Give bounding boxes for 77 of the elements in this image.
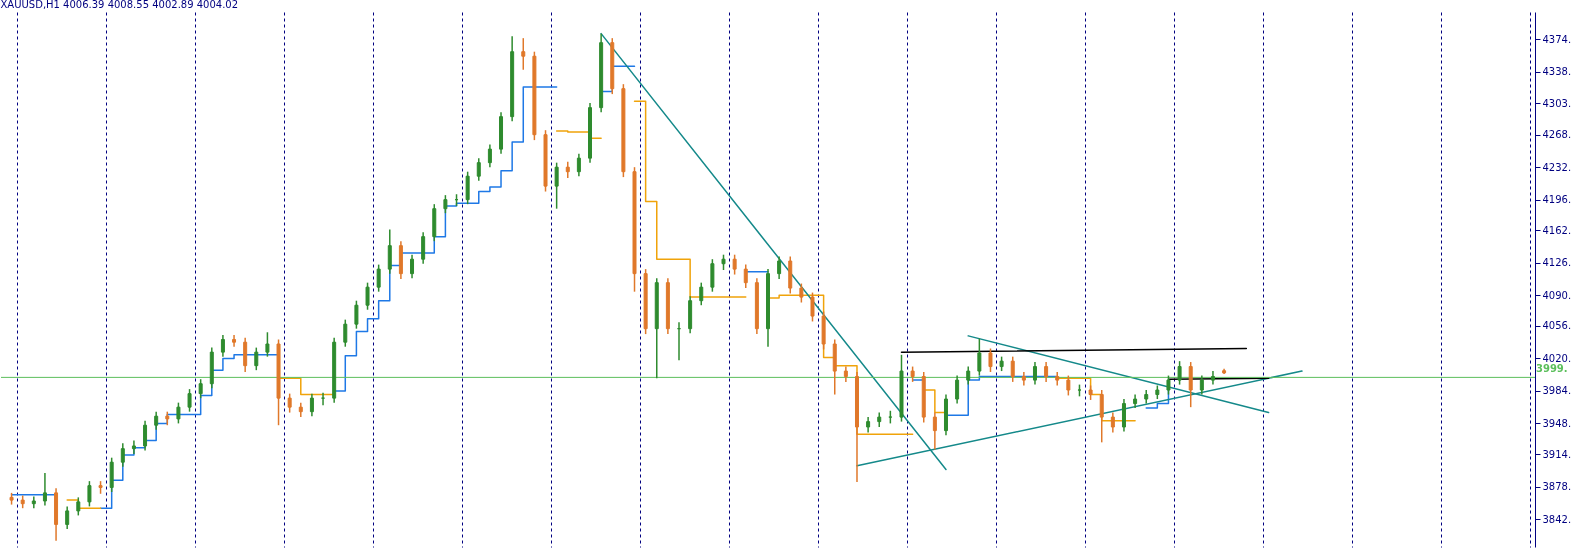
candlestick <box>1066 374 1071 397</box>
candlestick <box>176 401 181 425</box>
candlestick <box>1188 361 1193 408</box>
candlestick <box>977 337 982 377</box>
candlestick <box>955 374 960 405</box>
ref-line-label: 3999. <box>1536 363 1568 375</box>
candlestick <box>1032 361 1037 386</box>
candlestick <box>343 318 348 348</box>
candlestick <box>743 263 748 289</box>
candlestick <box>476 157 481 182</box>
candlestick <box>354 299 359 330</box>
candlestick <box>988 347 993 373</box>
y-tick-label: 3984. <box>1542 385 1572 397</box>
candlestick <box>810 291 815 323</box>
y-tick-label: 3842. <box>1542 513 1572 525</box>
candlestick <box>1099 389 1104 444</box>
y-tick-label: 4162. <box>1542 224 1572 236</box>
candlestick <box>487 143 492 168</box>
candlestick <box>410 253 415 279</box>
chart-title: XAUUSD,H1 4006.39 4008.55 4002.89 4004.02 <box>0 0 239 10</box>
candlestick <box>143 419 148 452</box>
candlestick <box>131 439 136 455</box>
candlestick <box>443 194 448 214</box>
candlestick <box>387 228 392 275</box>
y-tick-label: 3914. <box>1542 448 1572 460</box>
candlestick <box>287 392 292 414</box>
candlestick <box>1166 374 1171 396</box>
candlestick <box>576 152 581 177</box>
candlestick <box>365 281 370 311</box>
candlestick <box>1199 374 1204 396</box>
candlestick <box>254 346 259 371</box>
candlestick <box>1055 371 1060 387</box>
y-tick-label: 4268. <box>1542 129 1572 141</box>
candlestick <box>554 161 559 210</box>
candlestick <box>421 231 426 265</box>
candlestick <box>1121 398 1126 433</box>
candlestick <box>777 255 782 280</box>
candlestick <box>76 496 81 517</box>
candlestick <box>1210 370 1215 386</box>
candlestick <box>732 253 737 276</box>
candlestick <box>966 365 971 386</box>
candlestick <box>154 410 159 431</box>
candlestick <box>87 480 92 508</box>
y-tick-label: 4126. <box>1542 257 1572 269</box>
candlestick <box>265 331 270 358</box>
candlestick <box>699 281 704 306</box>
candlestick <box>321 391 326 407</box>
candlestick <box>1021 371 1026 387</box>
candlestick <box>243 336 248 373</box>
candlestick <box>187 388 192 413</box>
y-tick-label: 4020. <box>1542 352 1572 364</box>
y-tick-label: 4338. <box>1542 66 1572 78</box>
y-tick-label: 3948. <box>1542 417 1572 429</box>
candlestick <box>309 392 314 417</box>
candlestick <box>42 472 47 507</box>
candlestick <box>710 258 715 293</box>
y-tick-label: 4056. <box>1542 320 1572 332</box>
candlestick <box>1044 361 1049 383</box>
candlestick <box>65 505 70 530</box>
y-tick-label: 4374. <box>1542 33 1572 45</box>
candlestick <box>1177 360 1182 386</box>
candlestick <box>465 170 470 205</box>
candlestick <box>932 411 937 451</box>
candlestick <box>799 282 804 304</box>
candlestick <box>198 378 203 399</box>
y-tick-label: 3878. <box>1542 481 1572 493</box>
candlestick <box>376 263 381 293</box>
candlestick <box>120 442 125 468</box>
candlestick <box>1110 411 1115 434</box>
y-tick-label: 4196. <box>1542 194 1572 206</box>
y-tick-label: 4090. <box>1542 289 1572 301</box>
candlestick <box>565 161 570 179</box>
candlestick <box>521 37 526 71</box>
y-tick-label: 4303. <box>1542 97 1572 109</box>
candlestick <box>1010 355 1015 383</box>
candlestick <box>220 334 225 358</box>
y-tick-label: 4232. <box>1542 161 1572 173</box>
